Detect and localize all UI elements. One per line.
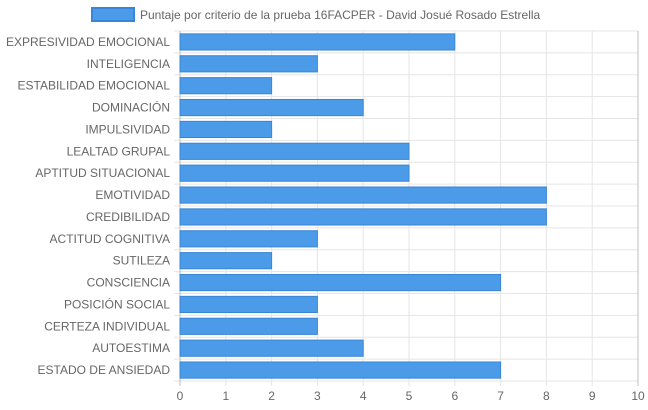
bar[interactable] — [179, 98, 364, 117]
category-label: ESTADO DE ANSIEDAD — [38, 363, 171, 377]
bar[interactable] — [179, 273, 502, 292]
x-tick-label: 5 — [406, 389, 413, 403]
bar[interactable] — [179, 361, 502, 379]
bar[interactable] — [179, 230, 318, 248]
category-label: ESTABILIDAD EMOCIONAL — [18, 79, 171, 93]
legend-label: Puntaje por criterio de la prueba 16FACP… — [140, 8, 541, 22]
bar[interactable] — [179, 208, 547, 226]
x-tick-label: 8 — [543, 389, 550, 403]
category-label: CONSCIENCIA — [87, 276, 170, 290]
category-label: ACTITUD COGNITIVA — [50, 232, 170, 246]
x-tick-label: 4 — [360, 389, 367, 403]
x-tick-label: 7 — [497, 389, 504, 403]
category-label: CERTEZA INDIVIDUAL — [44, 319, 170, 333]
category-label: LEALTAD GRUPAL — [67, 144, 171, 158]
category-label: POSICIÓN SOCIAL — [64, 296, 170, 311]
bar[interactable] — [179, 295, 318, 314]
bar[interactable] — [179, 77, 273, 95]
x-tick-label: 3 — [314, 389, 321, 403]
x-tick-labels: 0 1 2 3 4 5 6 7 8 9 10 — [177, 389, 645, 403]
category-label: AUTOESTIMA — [92, 341, 170, 355]
bars — [179, 33, 547, 379]
legend-swatch — [91, 7, 135, 22]
category-label: CREDIBILIDAD — [86, 210, 170, 224]
bar[interactable] — [179, 164, 410, 182]
bar[interactable] — [179, 120, 273, 139]
x-tick-label: 10 — [631, 389, 645, 403]
category-label: DOMINACIÓN — [92, 100, 170, 115]
bar[interactable] — [179, 252, 273, 270]
bar[interactable] — [179, 33, 456, 51]
x-tick-label: 0 — [177, 389, 184, 403]
bar[interactable] — [179, 55, 318, 73]
category-label: INTELIGENCIA — [87, 57, 170, 71]
category-label: EXPRESIVIDAD EMOCIONAL — [6, 35, 170, 49]
bar[interactable] — [179, 186, 547, 204]
x-tick-label: 1 — [222, 389, 229, 403]
x-tick-label: 2 — [268, 389, 275, 403]
bar[interactable] — [179, 142, 410, 160]
category-label: IMPULSIVIDAD — [85, 122, 170, 136]
category-label: APTITUD SITUACIONAL — [35, 166, 170, 180]
x-tick-label: 6 — [451, 389, 458, 403]
bar[interactable] — [179, 339, 364, 357]
legend[interactable]: Puntaje por criterio de la prueba 16FACP… — [91, 7, 541, 22]
x-tick-label: 9 — [589, 389, 596, 403]
category-label: EMOTIVIDAD — [95, 188, 170, 202]
category-labels: EXPRESIVIDAD EMOCIONAL INTELIGENCIA ESTABI… — [6, 35, 170, 377]
bar[interactable] — [179, 317, 318, 335]
category-label: SUTILEZA — [113, 254, 170, 268]
